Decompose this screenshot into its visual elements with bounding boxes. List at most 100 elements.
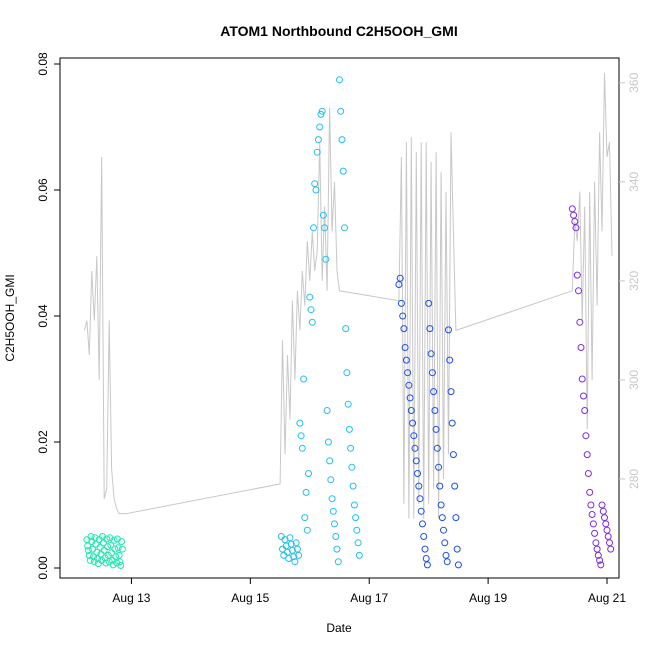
scatter-point [324,438,332,446]
scatter-point [312,186,320,194]
y-tick-label: 0.04 [36,304,50,328]
scatter-point [422,555,430,562]
scatter-point [297,432,305,440]
scatter-point [306,293,314,301]
scatter-point [417,507,425,515]
scatter-point [430,388,438,396]
scatter-point [401,344,409,351]
scatter-point [592,539,600,547]
scatter-point [447,388,455,396]
scatter-point [347,444,355,452]
scatter-point [438,514,446,522]
scatter-point [445,326,452,334]
scatter-point [419,520,426,528]
scatter-point [589,520,597,528]
x-tick-label: Aug 13 [112,591,150,605]
scatter-point [87,533,95,540]
scatter-point [322,255,330,263]
y-tick-label: 0.06 [36,178,50,202]
scatter-point [329,507,337,515]
scatter-point [303,526,311,534]
scatter-point [300,375,308,383]
scatter-point [454,561,462,569]
x-axis-label: Date [326,621,352,635]
scatter-point [103,535,111,543]
scatter-point [321,224,329,232]
scatter-point [449,451,457,459]
x-tick-label: Aug 21 [588,591,626,605]
scatter-point [575,287,582,295]
x-tick-label: Aug 19 [469,591,507,605]
scatter-point [572,224,580,232]
scatter-point [85,546,92,554]
scatter-point [427,350,435,358]
scatter-point [433,444,441,452]
scatter-point [407,407,415,414]
chart-title: ATOM1 Northbound C2H5OOH_GMI [220,23,457,39]
scatter-point [440,526,447,534]
scatter-point [448,419,456,427]
scatter-point [606,539,613,547]
scatter-point [296,419,304,427]
scatter-point [295,551,303,559]
scatter-point [402,356,410,364]
scatter-point [405,381,413,389]
scatter-point [599,507,607,515]
scatter-point [414,470,421,477]
scatter-point [436,482,444,490]
scatter-point [446,356,454,364]
scatter-point [584,470,592,477]
scatter-point [580,392,587,400]
scatter-point [352,514,360,522]
line-series [83,72,613,519]
x-axis: Aug 13 Aug 15 Aug 17 Aug 19 Aug 21 [112,578,626,605]
scatter-point [571,218,579,225]
scatter-point [423,561,431,569]
scatter-point [601,514,608,522]
scatter-point [588,511,596,518]
scatter-point [426,325,434,333]
scatter-point [328,495,336,503]
scatter-point [354,539,362,547]
scatter-point [94,555,102,562]
scatter-point [355,551,363,559]
scatter-point [452,514,460,522]
scatter-point [323,407,331,414]
scatter-point [117,562,125,569]
scatter-point [443,558,451,566]
y-tick-label: 0.02 [36,430,50,454]
scatter-point [318,107,326,115]
scatter-point [415,482,423,490]
scatter-point [428,369,436,377]
scatter-point [104,543,111,551]
scatter-point [441,539,449,547]
scatter-point [442,551,450,559]
scatter-point [305,470,312,477]
scatter-point [107,541,115,549]
scatter-point [420,533,428,540]
y2-axis: 280 300 320 340 360 [619,72,641,489]
scatter-point [598,501,606,509]
scatter-point [102,559,110,567]
scatter-point [353,526,361,534]
scatter-point [435,463,443,471]
scatter-point [287,540,295,548]
scatter-point [416,495,424,503]
scatter-point [578,375,586,383]
y-tick-label: 0.08 [36,52,50,76]
scatter-point [326,457,334,465]
scatter-point [395,281,403,288]
scatter-point [573,271,581,279]
scatter-point [114,544,122,552]
scatter-point [453,545,461,553]
scatter-point [90,553,97,561]
scatter-point [286,534,294,542]
scatter-point [425,299,433,307]
scatter-point [302,488,310,496]
scatter-point [409,419,417,427]
x-tick-label: Aug 15 [231,591,269,605]
scatter-point [311,180,319,188]
scatter-point [118,538,125,545]
scatter-point [84,542,92,550]
